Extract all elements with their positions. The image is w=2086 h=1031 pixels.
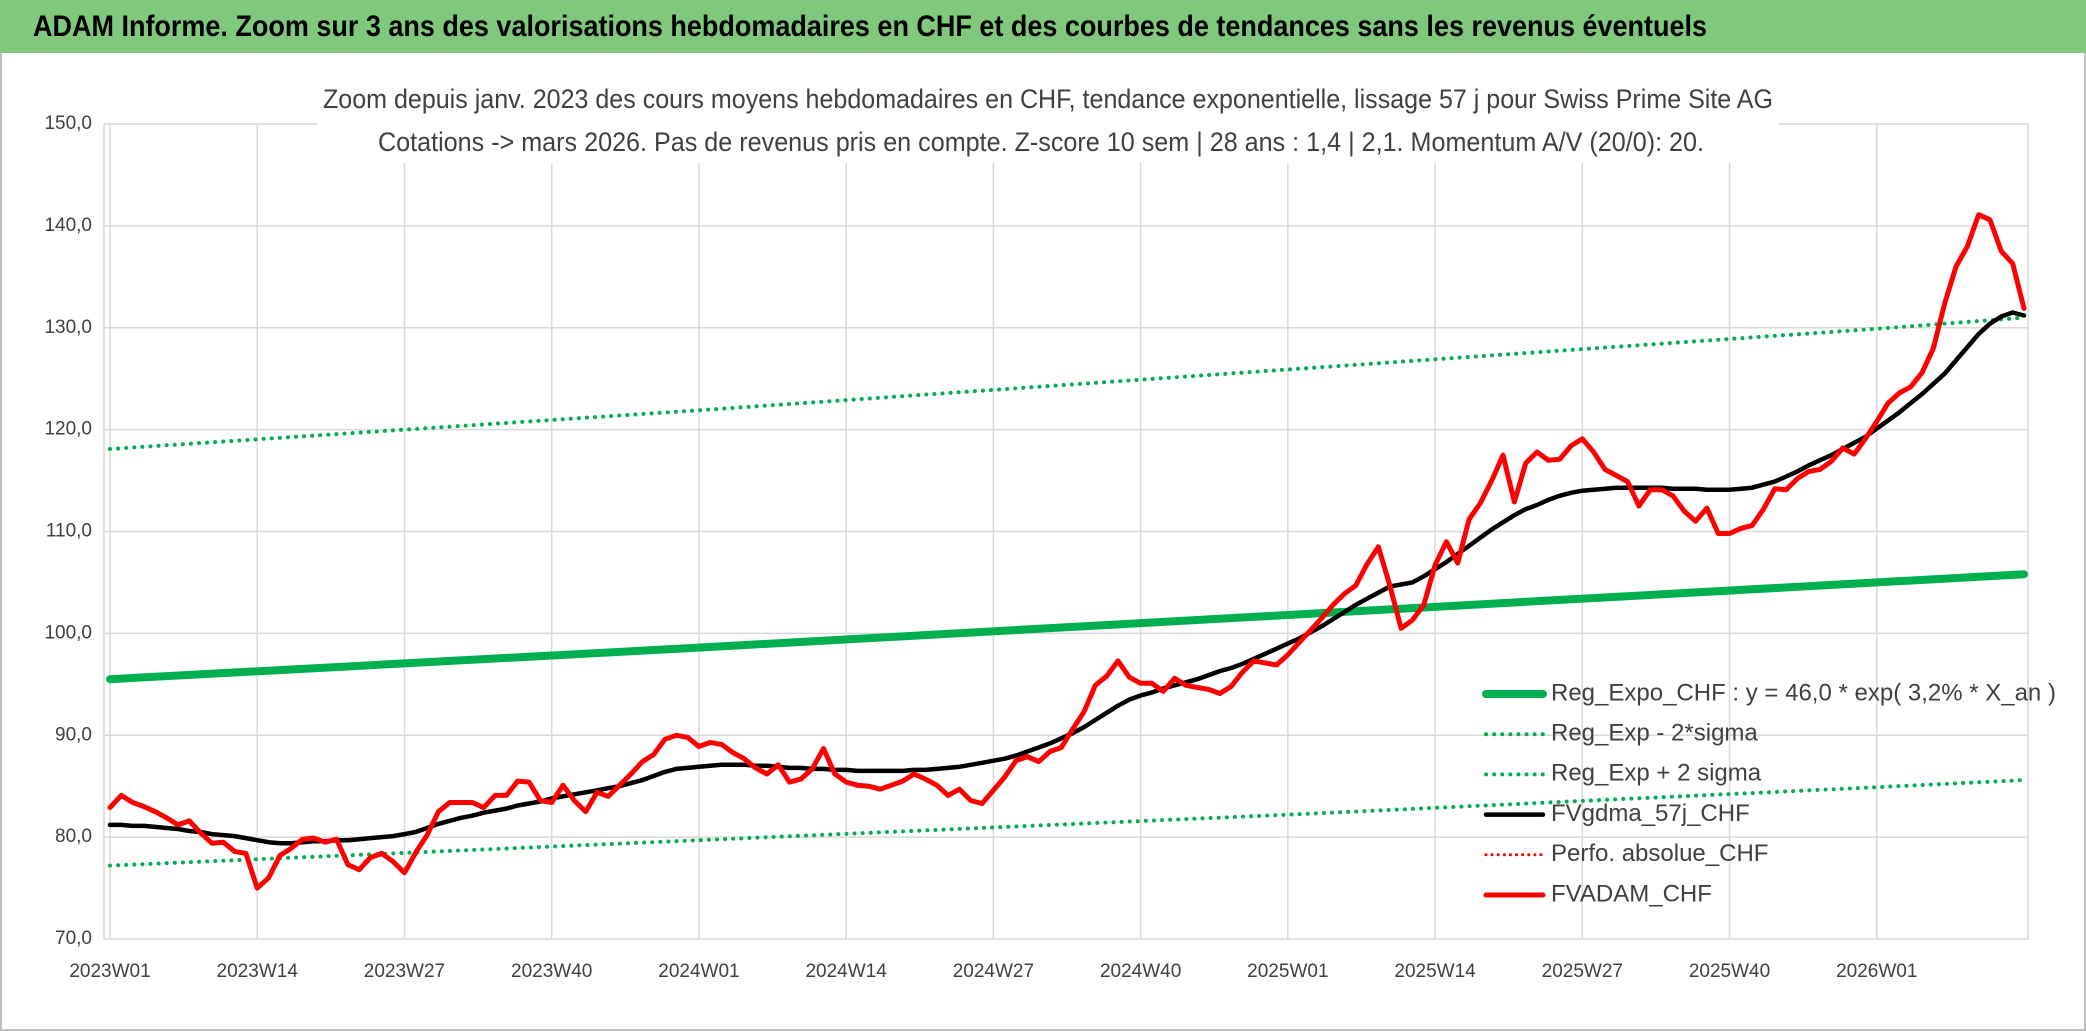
legend-label: Reg_Expo_CHF : y = 46,0 * exp( 3,2% * X_… — [1551, 679, 2056, 706]
x-tick-label: 2024W40 — [1100, 961, 1181, 982]
page-title: ADAM Informe. Zoom sur 3 ans des valoris… — [33, 10, 1707, 43]
y-tick-label: 120,0 — [44, 419, 92, 440]
x-tick-label: 2024W14 — [805, 961, 887, 982]
x-tick-label: 2025W40 — [1689, 961, 1770, 982]
legend-label: FVgdma_57j_CHF — [1551, 800, 1750, 827]
y-tick-label: 150,0 — [44, 113, 92, 134]
x-tick-label: 2026W01 — [1836, 961, 1917, 982]
series-line — [106, 570, 2028, 684]
subtitle-background — [318, 83, 1778, 163]
y-tick-label: 130,0 — [44, 317, 92, 338]
chart-subtitle: Zoom depuis janv. 2023 des cours moyens … — [323, 84, 1773, 114]
y-tick-label: 90,0 — [55, 724, 92, 745]
title-bar — [0, 0, 2086, 53]
y-tick-label: 110,0 — [46, 521, 92, 542]
x-tick-label: 2023W14 — [217, 961, 299, 982]
x-tick-label: 2024W01 — [658, 961, 739, 982]
y-tick-label: 100,0 — [44, 622, 92, 643]
plot — [106, 212, 2028, 891]
legend-label: Reg_Exp + 2 sigma — [1551, 760, 1762, 787]
legend-label: Reg_Exp - 2*sigma — [1551, 720, 1758, 747]
y-tick-label: 70,0 — [55, 928, 92, 949]
x-tick-label: 2025W27 — [1542, 961, 1623, 982]
y-tick-label: 140,0 — [44, 215, 92, 236]
legend-label: Perfo. absolue_CHF — [1551, 840, 1768, 867]
x-tick-label: 2023W40 — [511, 961, 592, 982]
x-tick-label: 2025W14 — [1394, 961, 1476, 982]
series-line — [107, 212, 2027, 891]
x-tick-label: 2023W01 — [69, 961, 150, 982]
legend-label: FVADAM_CHF — [1551, 880, 1712, 907]
x-tick-label: 2023W27 — [364, 961, 445, 982]
chart-subtitle: Cotations -> mars 2026. Pas de revenus p… — [378, 127, 1704, 157]
legend: Reg_Expo_CHF : y = 46,0 * exp( 3,2% * X_… — [1482, 679, 2056, 907]
x-tick-label: 2025W01 — [1247, 961, 1328, 982]
x-tick-label: 2024W27 — [953, 961, 1034, 982]
y-tick-label: 80,0 — [55, 826, 92, 847]
